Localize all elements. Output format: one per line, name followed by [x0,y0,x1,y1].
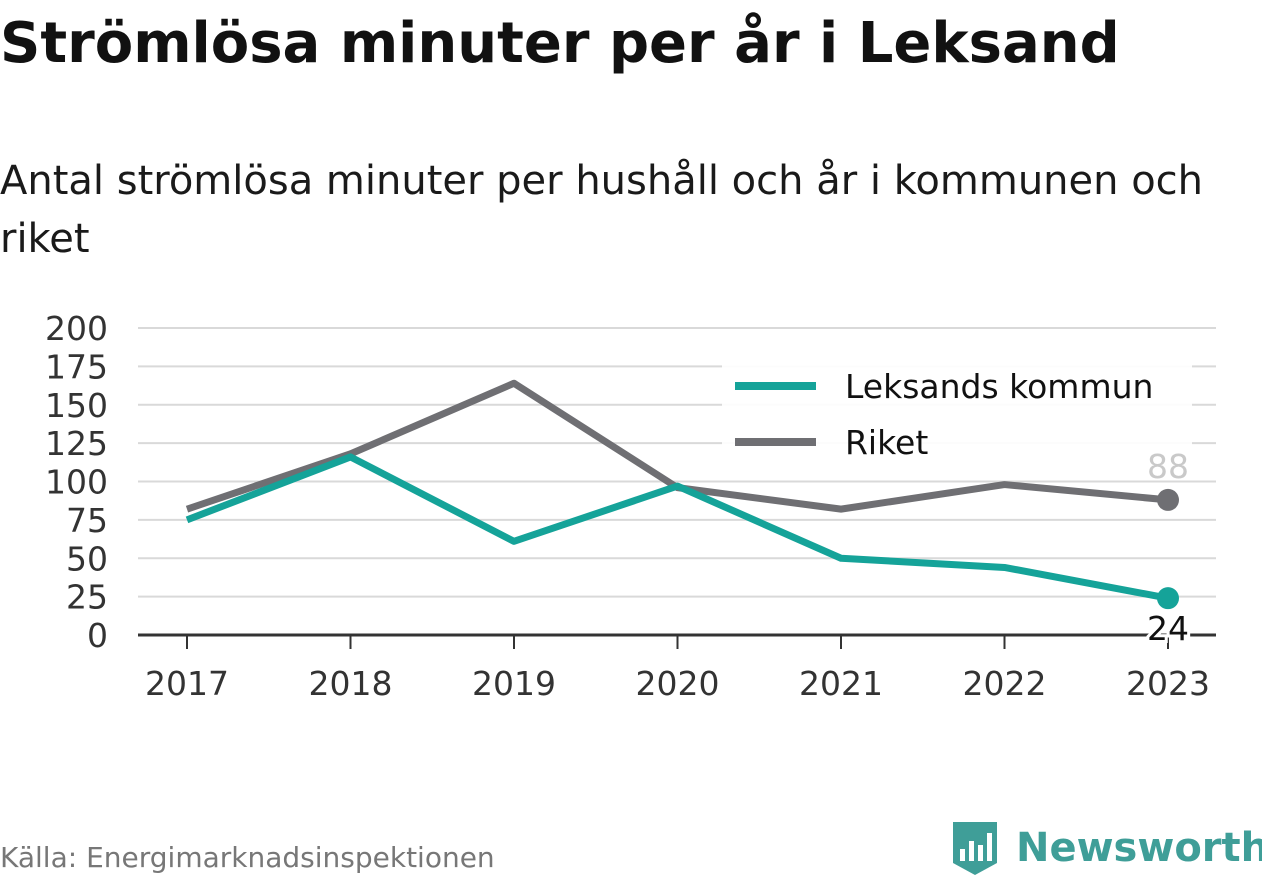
y-tick-label: 125 [45,424,108,463]
brand-name: Newsworthy [1016,825,1262,871]
value-label-riket: 88 [1147,447,1189,486]
y-tick-label: 25 [66,578,108,617]
y-tick-label: 75 [66,501,108,540]
x-tick-label: 2021 [799,664,883,703]
chart-subtitle: Antal strömlösa minuter per hushåll och … [0,158,1204,262]
x-tick-label: 2020 [636,664,720,703]
series-endpoint-leksand [1157,587,1179,610]
x-tick-label: 2018 [309,664,393,703]
chart-title: Strömlösa minuter per år i Leksand [0,11,1120,76]
y-tick-label: 50 [66,539,108,578]
value-labels: 88 24 [1144,446,1192,651]
y-tick-label: 0 [87,616,108,655]
y-tick-label: 175 [45,347,108,386]
legend-label: Leksands kommun [845,367,1153,406]
legend-label: Riket [845,423,928,462]
series-line-leksand [185,453,1169,602]
y-tick-label: 150 [45,386,108,425]
brand: Newsworthy [950,816,1262,880]
legend: Leksands kommun Riket [722,360,1192,472]
series-lines [185,379,1179,610]
series-endpoint-riket [1157,488,1179,511]
y-tick-label: 200 [45,309,108,348]
newsworthy-logo-icon [953,822,997,875]
y-tick-label: 100 [45,463,108,502]
value-label-leksand: 24 [1147,609,1189,648]
x-tick-label: 2023 [1126,664,1210,703]
source-text: Källa: Energimarknadsinspektionen [0,841,495,874]
x-tick-label: 2017 [145,664,229,703]
x-tick-label: 2022 [963,664,1047,703]
legend-background [722,360,1192,472]
x-tick-label: 2019 [472,664,556,703]
